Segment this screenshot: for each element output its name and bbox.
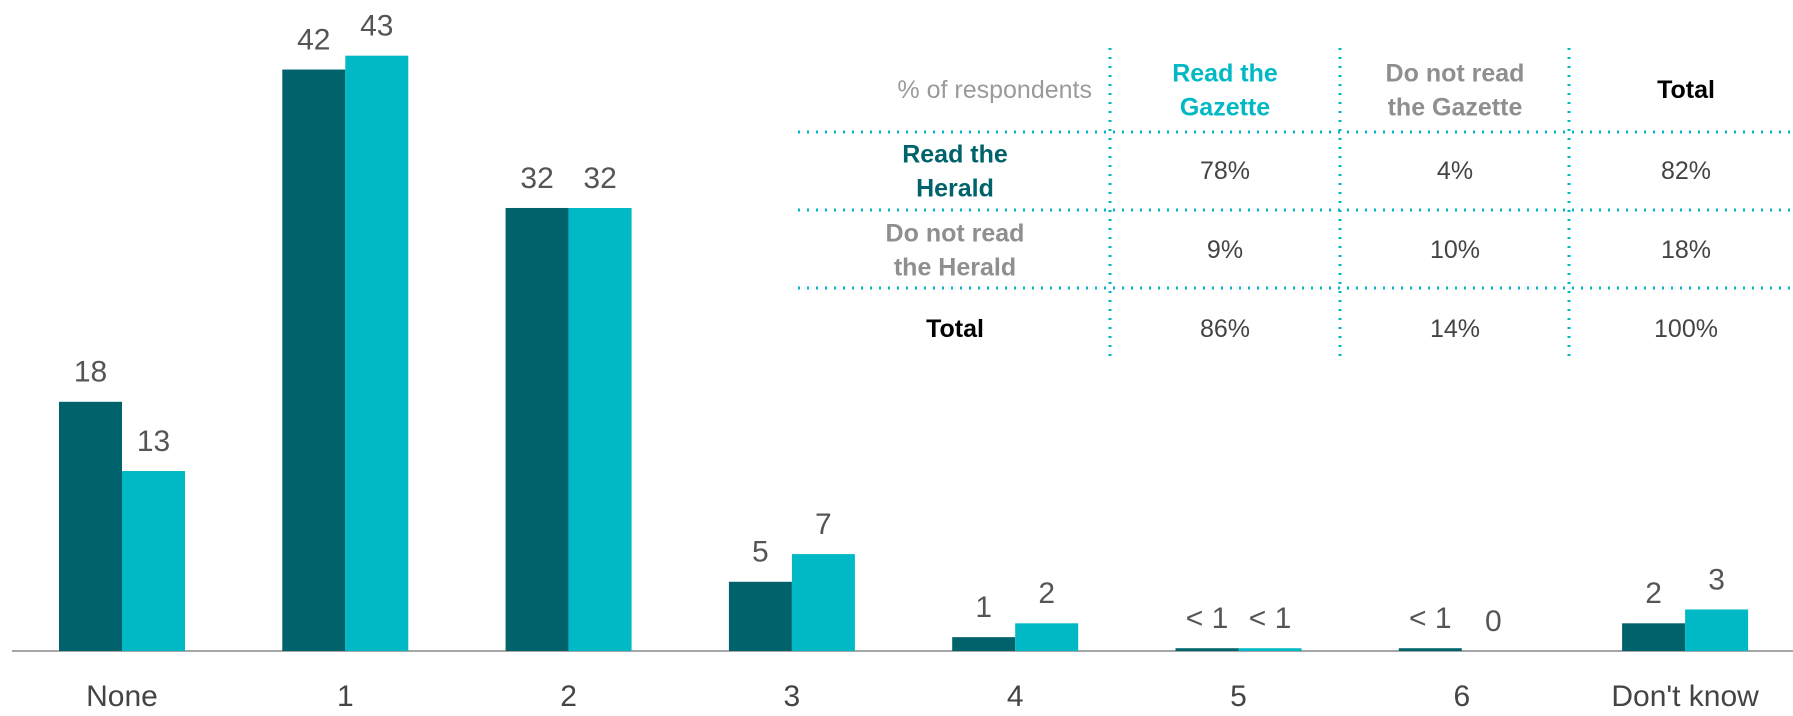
bar: [568, 207, 632, 651]
table-cell: 82%: [1660, 157, 1712, 186]
bar: [1685, 609, 1749, 651]
bar: [1398, 648, 1462, 651]
row-header: Total: [926, 315, 984, 344]
value-label: 7: [815, 508, 832, 541]
value-label: 3: [1708, 563, 1725, 596]
x-tick-label: 1: [337, 680, 354, 713]
bar: [505, 207, 569, 651]
x-tick-label: Don't know: [1611, 680, 1759, 713]
table-cell: 18%: [1660, 236, 1712, 265]
bar: [1622, 623, 1686, 651]
value-label: 1: [975, 591, 992, 624]
column-header: Do not read the Gazette: [1385, 59, 1525, 121]
table-cell: 86%: [1199, 315, 1251, 344]
value-label: 18: [74, 356, 107, 389]
table-cell: 9%: [1206, 236, 1244, 265]
value-label: < 1: [1249, 602, 1292, 635]
value-label: < 1: [1186, 602, 1229, 635]
row-header: Read the Herald: [902, 140, 1008, 202]
row-header: Do not read the Herald: [885, 219, 1025, 281]
table-cell: 100%: [1654, 315, 1718, 344]
bar: [791, 554, 855, 651]
table-cell: 78%: [1199, 157, 1251, 186]
table-grid: [798, 48, 1793, 357]
x-tick-label: 2: [560, 680, 577, 713]
bar: [122, 471, 185, 651]
bar: [1175, 648, 1239, 651]
x-tick-label: 6: [1453, 680, 1470, 713]
bar: [728, 581, 792, 651]
table-cell: 4%: [1436, 157, 1474, 186]
value-label: 2: [1038, 577, 1055, 610]
value-label: 5: [752, 536, 769, 569]
value-label: 13: [137, 425, 170, 458]
bar: [59, 401, 122, 651]
value-label: 42: [297, 23, 330, 56]
table-corner: % of respondents: [897, 76, 1092, 105]
value-label: 43: [360, 10, 393, 43]
value-label: 32: [583, 162, 616, 195]
bar: [952, 637, 1016, 651]
x-tick-label: 3: [784, 680, 801, 713]
bar: [1238, 648, 1302, 651]
x-tick-label: None: [86, 680, 158, 713]
value-label: < 1: [1409, 602, 1452, 635]
value-label: 2: [1645, 577, 1662, 610]
bar: [1015, 623, 1079, 651]
bar: [345, 55, 409, 651]
table-cell: 14%: [1429, 315, 1481, 344]
x-tick-label: 5: [1230, 680, 1247, 713]
value-label: 32: [520, 162, 553, 195]
table-cell: 10%: [1429, 236, 1481, 265]
x-tick-label: 4: [1007, 680, 1024, 713]
column-header: Read the Gazette: [1172, 59, 1278, 121]
value-label: 0: [1485, 605, 1502, 638]
column-header: Total: [1657, 76, 1715, 105]
bar: [282, 69, 346, 652]
